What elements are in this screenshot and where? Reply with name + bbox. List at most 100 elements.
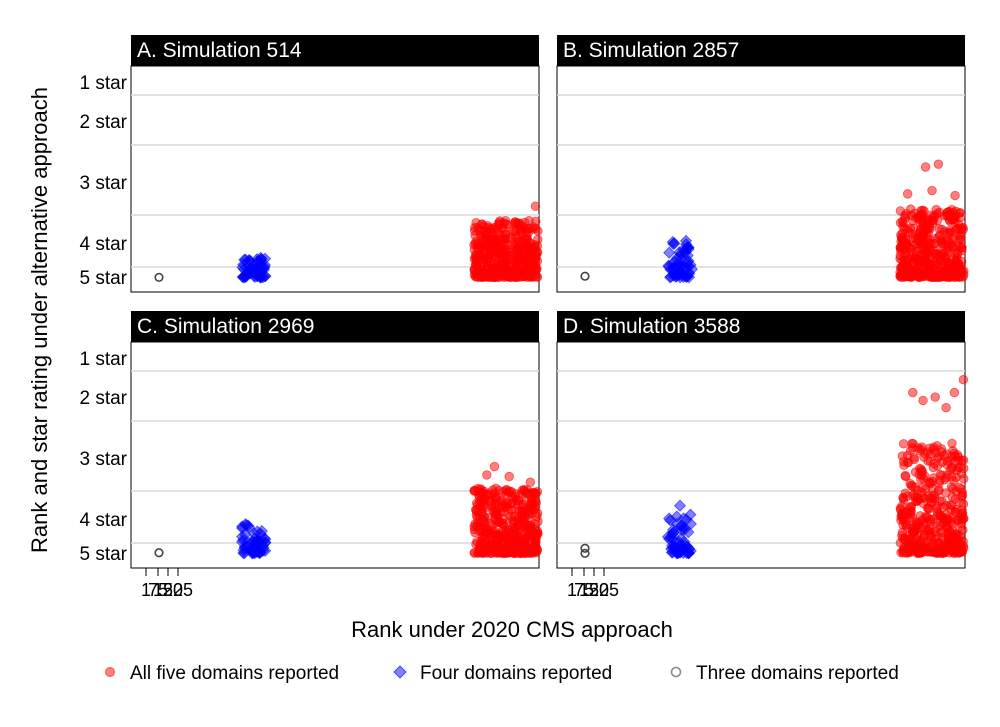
panel-title: A. Simulation 514 (137, 39, 302, 62)
point-five-domains (956, 484, 966, 494)
point-five-domains (476, 487, 486, 498)
panel-header-strip (557, 35, 965, 66)
point-five-domains (510, 489, 521, 499)
point-four-domains (671, 269, 684, 282)
point-five-domains (515, 218, 525, 228)
point-five-domains (946, 482, 957, 492)
point-five-domains (527, 496, 537, 507)
x-axis-title: Rank under 2020 CMS approach (351, 617, 673, 642)
point-five-domains (914, 212, 924, 222)
point-five-domains (947, 438, 957, 449)
y-tick-label: 1 star (79, 349, 127, 370)
point-five-domains (958, 455, 969, 465)
point-five-domains (514, 531, 524, 542)
point-five-domains (930, 392, 940, 402)
y-tick-label: 3 star (79, 173, 127, 194)
point-five-domains (495, 230, 505, 240)
point-five-domains (897, 261, 908, 271)
point-five-domains (472, 257, 482, 268)
point-five-domains (944, 264, 955, 275)
point-five-domains (950, 190, 960, 201)
panel-1: A. Simulation 514 1 star 2 star 3 star 4 sta… (79, 35, 543, 293)
point-five-domains (904, 531, 914, 541)
point-five-domains (515, 227, 526, 237)
point-five-domains (921, 246, 932, 256)
point-five-domains (945, 238, 956, 249)
point-three-domains (580, 271, 590, 281)
y-tick-label: 5 star (79, 268, 127, 289)
x-tick-label: 150 (153, 580, 183, 600)
point-five-domains (922, 503, 933, 513)
panel-title: D. Simulation 3588 (563, 315, 740, 338)
legend-key-five (105, 667, 115, 677)
point-four-domains (667, 523, 680, 536)
point-four-domains (238, 253, 251, 266)
point-five-domains (949, 387, 960, 398)
point-five-domains (518, 499, 528, 510)
point-five-domains (526, 525, 537, 536)
point-five-domains (915, 225, 926, 235)
point-five-domains (896, 243, 906, 254)
point-five-domains (915, 548, 925, 558)
point-five-domains (523, 255, 533, 266)
point-five-domains (941, 246, 951, 256)
point-four-domains (242, 519, 255, 532)
point-five-domains (907, 513, 918, 523)
point-five-domains (915, 511, 925, 521)
point-five-domains (469, 240, 479, 250)
point-four-domains (238, 542, 251, 555)
point-five-domains (923, 513, 933, 523)
legend-key-four (393, 665, 407, 679)
point-five-domains (526, 244, 537, 255)
point-five-domains (480, 529, 490, 539)
point-four-domains (664, 514, 677, 527)
x-tick-label: 1 (567, 580, 577, 600)
legend: All five domains reported Four domains re… (105, 663, 899, 684)
point-five-domains (907, 481, 917, 491)
point-five-domains (944, 206, 954, 217)
point-five-domains (950, 507, 961, 517)
point-five-domains (907, 542, 917, 552)
panel-title: C. Simulation 2969 (137, 315, 314, 338)
point-five-domains (901, 208, 912, 219)
point-five-domains (477, 516, 488, 526)
x-tick-label: 1 (141, 580, 151, 600)
point-five-domains (924, 526, 934, 536)
panel-header-strip (131, 35, 539, 66)
y-tick-label: 5 star (79, 544, 127, 565)
y-axis-title: Rank and star rating under alternative a… (27, 87, 52, 553)
point-five-domains (526, 266, 536, 276)
y-tick-label: 2 star (79, 112, 127, 133)
point-five-domains (525, 477, 536, 487)
x-tick-label: 225 (163, 580, 193, 600)
point-three-domains (154, 272, 164, 282)
point-five-domains (494, 217, 504, 228)
x-tick-label: 225 (589, 580, 619, 600)
point-five-domains (472, 270, 482, 280)
y-tick-label: 3 star (79, 449, 127, 470)
point-five-domains (908, 232, 918, 242)
point-five-domains (933, 159, 944, 169)
point-four-domains (259, 270, 272, 283)
point-five-domains (524, 216, 534, 226)
point-five-domains (914, 268, 925, 279)
point-five-domains (950, 457, 960, 467)
point-four-domains (674, 532, 688, 545)
point-five-domains (932, 272, 943, 282)
panel-2: B. Simulation 2857 (556, 35, 969, 293)
point-five-domains (897, 501, 907, 512)
panel-3: C. Simulation 2969 1 star 2 star 3 star 4 st… (79, 311, 543, 600)
y-tick-label: 1 star (79, 73, 127, 94)
point-five-domains (489, 461, 500, 472)
point-five-domains (930, 233, 941, 244)
point-five-domains (958, 375, 969, 385)
point-five-domains (511, 244, 521, 255)
point-five-domains (509, 548, 519, 558)
point-five-domains (492, 540, 503, 550)
point-five-domains (915, 463, 925, 474)
point-five-domains (947, 541, 958, 552)
point-five-domains (511, 269, 522, 280)
point-five-domains (899, 460, 909, 470)
point-five-domains (898, 492, 908, 503)
